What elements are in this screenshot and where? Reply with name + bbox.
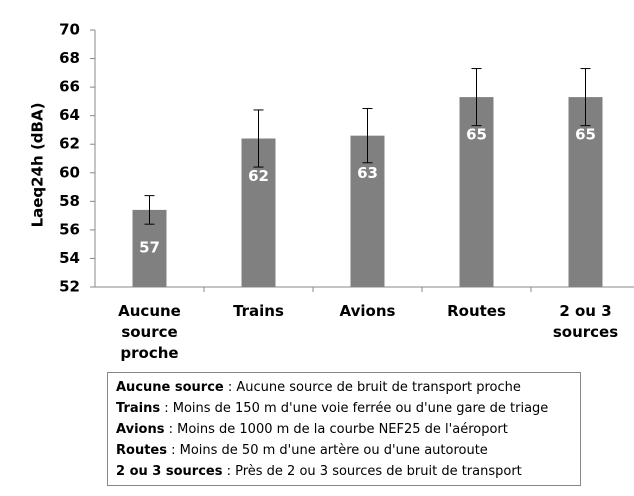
value-label: 65 (466, 126, 487, 144)
y-tick-label: 56 (59, 220, 80, 238)
note-text: : Moins de 1000 m de la courbe NEF25 de … (168, 422, 508, 437)
x-tick-label: Avions (339, 302, 396, 320)
legend-notes: Aucune source : Aucune source de bruit d… (107, 372, 581, 486)
y-tick-label: 70 (59, 21, 80, 39)
note-text: : Aucune source de bruit de transport pr… (227, 380, 521, 395)
value-label: 62 (248, 167, 269, 185)
legend-note: Aucune source : Aucune source de bruit d… (116, 377, 580, 398)
note-term: Aucune source (116, 380, 224, 395)
y-tick-label: 64 (59, 106, 80, 124)
x-tick-label: 2 ou 3 sources (552, 302, 619, 341)
legend-note: Avions : Moins de 1000 m de la courbe NE… (116, 419, 580, 440)
note-text: : Près de 2 ou 3 sources de bruit de tra… (226, 464, 522, 479)
x-tick-label: Routes (447, 302, 506, 320)
y-axis-label: Laeq24h (dBA) (29, 103, 47, 228)
note-term: 2 ou 3 sources (116, 464, 223, 479)
bar (459, 97, 494, 287)
legend-note: 2 ou 3 sources : Près de 2 ou 3 sources … (116, 461, 580, 482)
legend-note: Trains : Moins de 150 m d'une voie ferré… (116, 398, 580, 419)
y-tick-label: 52 (59, 278, 80, 296)
y-tick-label: 54 (59, 249, 80, 267)
x-tick-label: Aucune source proche (118, 302, 181, 362)
y-tick-label: 68 (59, 49, 80, 67)
y-tick-label: 62 (59, 135, 80, 153)
note-term: Avions (116, 422, 165, 437)
y-tick-label: 66 (59, 78, 80, 96)
x-tick-label: Trains (233, 302, 284, 320)
note-text: : Moins de 50 m d'une artère ou d'une au… (171, 443, 488, 458)
y-tick-label: 58 (59, 192, 80, 210)
note-term: Routes (116, 443, 167, 458)
bar (568, 97, 603, 287)
value-label: 63 (357, 164, 378, 182)
note-text: : Moins de 150 m d'une voie ferrée ou d'… (164, 401, 549, 416)
y-tick-label: 60 (59, 163, 80, 181)
value-label: 57 (139, 238, 160, 256)
value-label: 65 (575, 126, 596, 144)
note-term: Trains (116, 401, 161, 416)
legend-note: Routes : Moins de 50 m d'une artère ou d… (116, 440, 580, 461)
